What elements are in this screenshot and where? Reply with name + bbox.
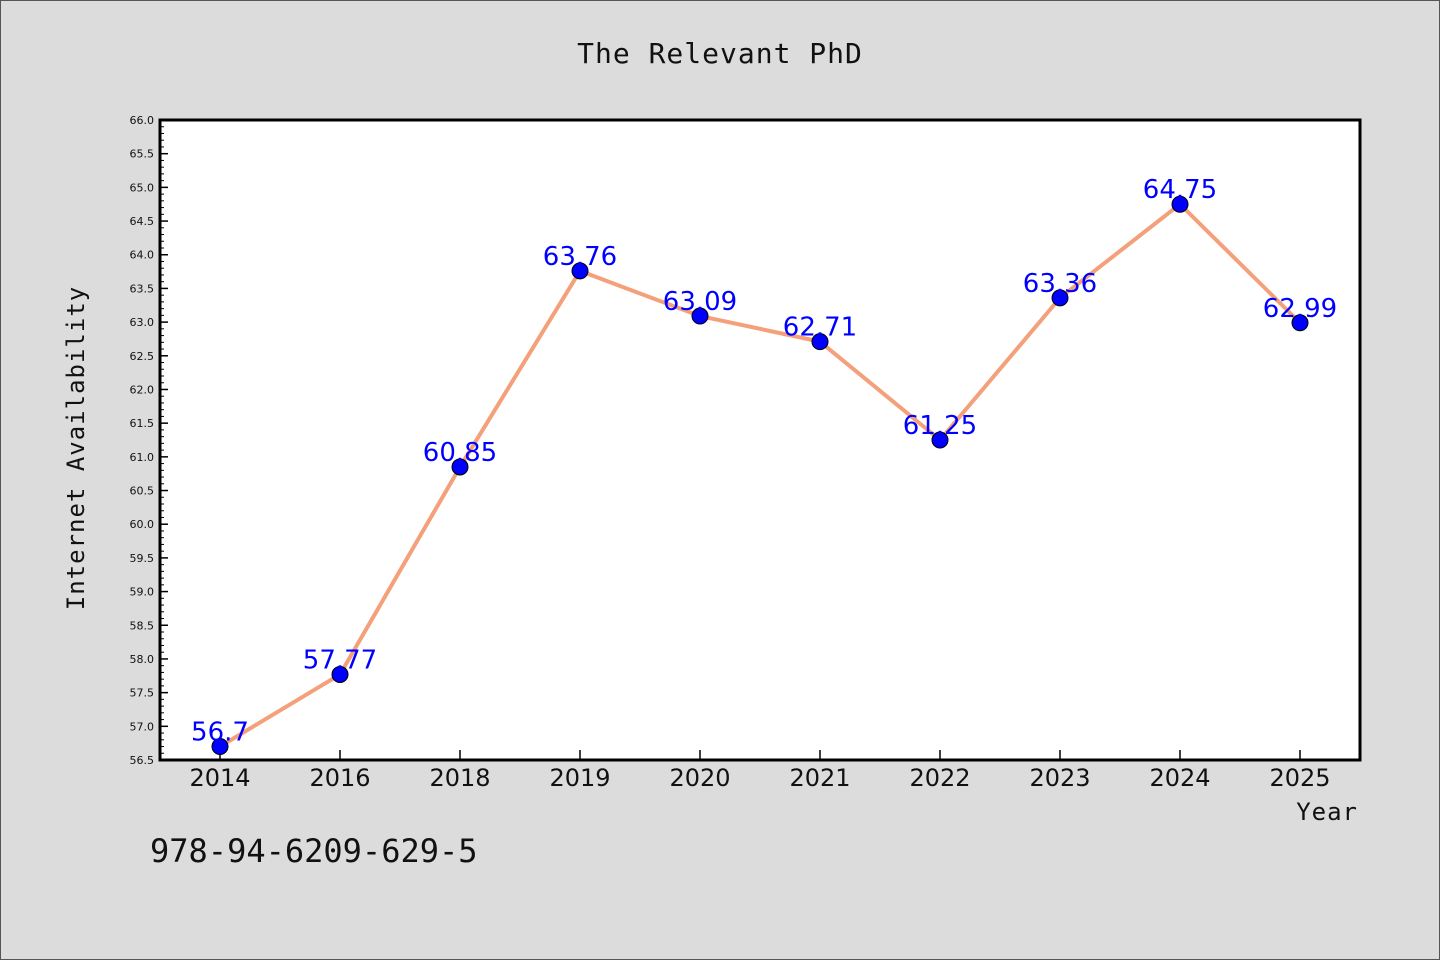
data-labels: 56.7 57.77 60.85 63.76 63.09 62.71 61.25 63.36 6… [191,175,1337,747]
y-tick-label: 59.0 [130,586,155,599]
x-tick-label: 2024 [1149,764,1210,792]
chart-title: The Relevant PhD [577,37,863,70]
data-point [931,431,949,449]
x-tick-label: 2023 [1029,764,1090,792]
y-tick-label: 57.5 [130,687,155,700]
x-tick-label: 2018 [429,764,490,792]
isbn-code: 978-94-6209-629-5 [150,832,478,870]
plot-area [160,120,1360,760]
data-label: 56.7 [191,718,249,748]
x-tick-label: 2014 [189,764,250,792]
y-tick-label: 58.0 [130,653,155,666]
series-line [218,202,1302,749]
y-tick-label: 57.0 [130,720,155,733]
y-tick-label: 62.0 [130,383,155,396]
y-tick-label: 60.5 [130,485,155,498]
data-point [451,458,469,476]
y-tick-label: 61.5 [130,417,155,430]
data-point [811,333,829,351]
y-tick-label: 65.0 [130,181,155,194]
data-point [1171,195,1189,213]
y-tick-label: 56.5 [130,754,155,767]
y-tick-label: 62.5 [130,350,155,363]
data-label: 61.25 [903,411,977,441]
data-label: 64.75 [1143,175,1217,205]
data-point [1051,289,1069,307]
x-tick-label: 2020 [669,764,730,792]
y-tick-label: 58.5 [130,619,155,632]
plot-border [158,118,1362,762]
y-tick-label: 60.0 [130,518,155,531]
data-point [331,665,349,683]
data-point [691,307,709,325]
data-label: 62.99 [1263,294,1337,324]
data-point [571,262,589,280]
x-tick-label: 2025 [1269,764,1330,792]
data-point [1291,314,1309,332]
y-axis-ticks: 56.5 57.0 57.5 58.0 58.5 59.0 59.5 60.0 60.5 61.0… [130,114,168,767]
y-tick-label: 63.5 [130,282,155,295]
series-markers [211,195,1309,756]
x-axis-title: Year [1296,798,1358,826]
x-tick-label: 2021 [789,764,850,792]
y-tick-label: 65.5 [130,148,155,161]
data-label: 63.09 [663,287,737,317]
data-label: 62.71 [783,313,857,343]
y-tick-label: 63.0 [130,316,155,329]
y-tick-label: 61.0 [130,451,155,464]
y-tick-label: 64.0 [130,249,155,262]
x-tick-label: 2019 [549,764,610,792]
x-tick-label: 2016 [309,764,370,792]
data-label: 63.36 [1023,269,1097,299]
y-tick-label: 64.5 [130,215,155,228]
y-tick-label: 59.5 [130,552,155,565]
data-label: 57.77 [303,645,377,675]
data-point [211,738,229,756]
data-label: 63.76 [543,242,617,272]
data-label: 60.85 [423,438,497,468]
x-axis-ticks: 2014 2016 2018 2019 2020 2021 2022 2023 2024 2025 [189,750,1331,792]
y-tick-label: 66.0 [130,114,155,127]
y-axis-title: Internet Availability [62,286,90,610]
x-tick-label: 2022 [909,764,970,792]
